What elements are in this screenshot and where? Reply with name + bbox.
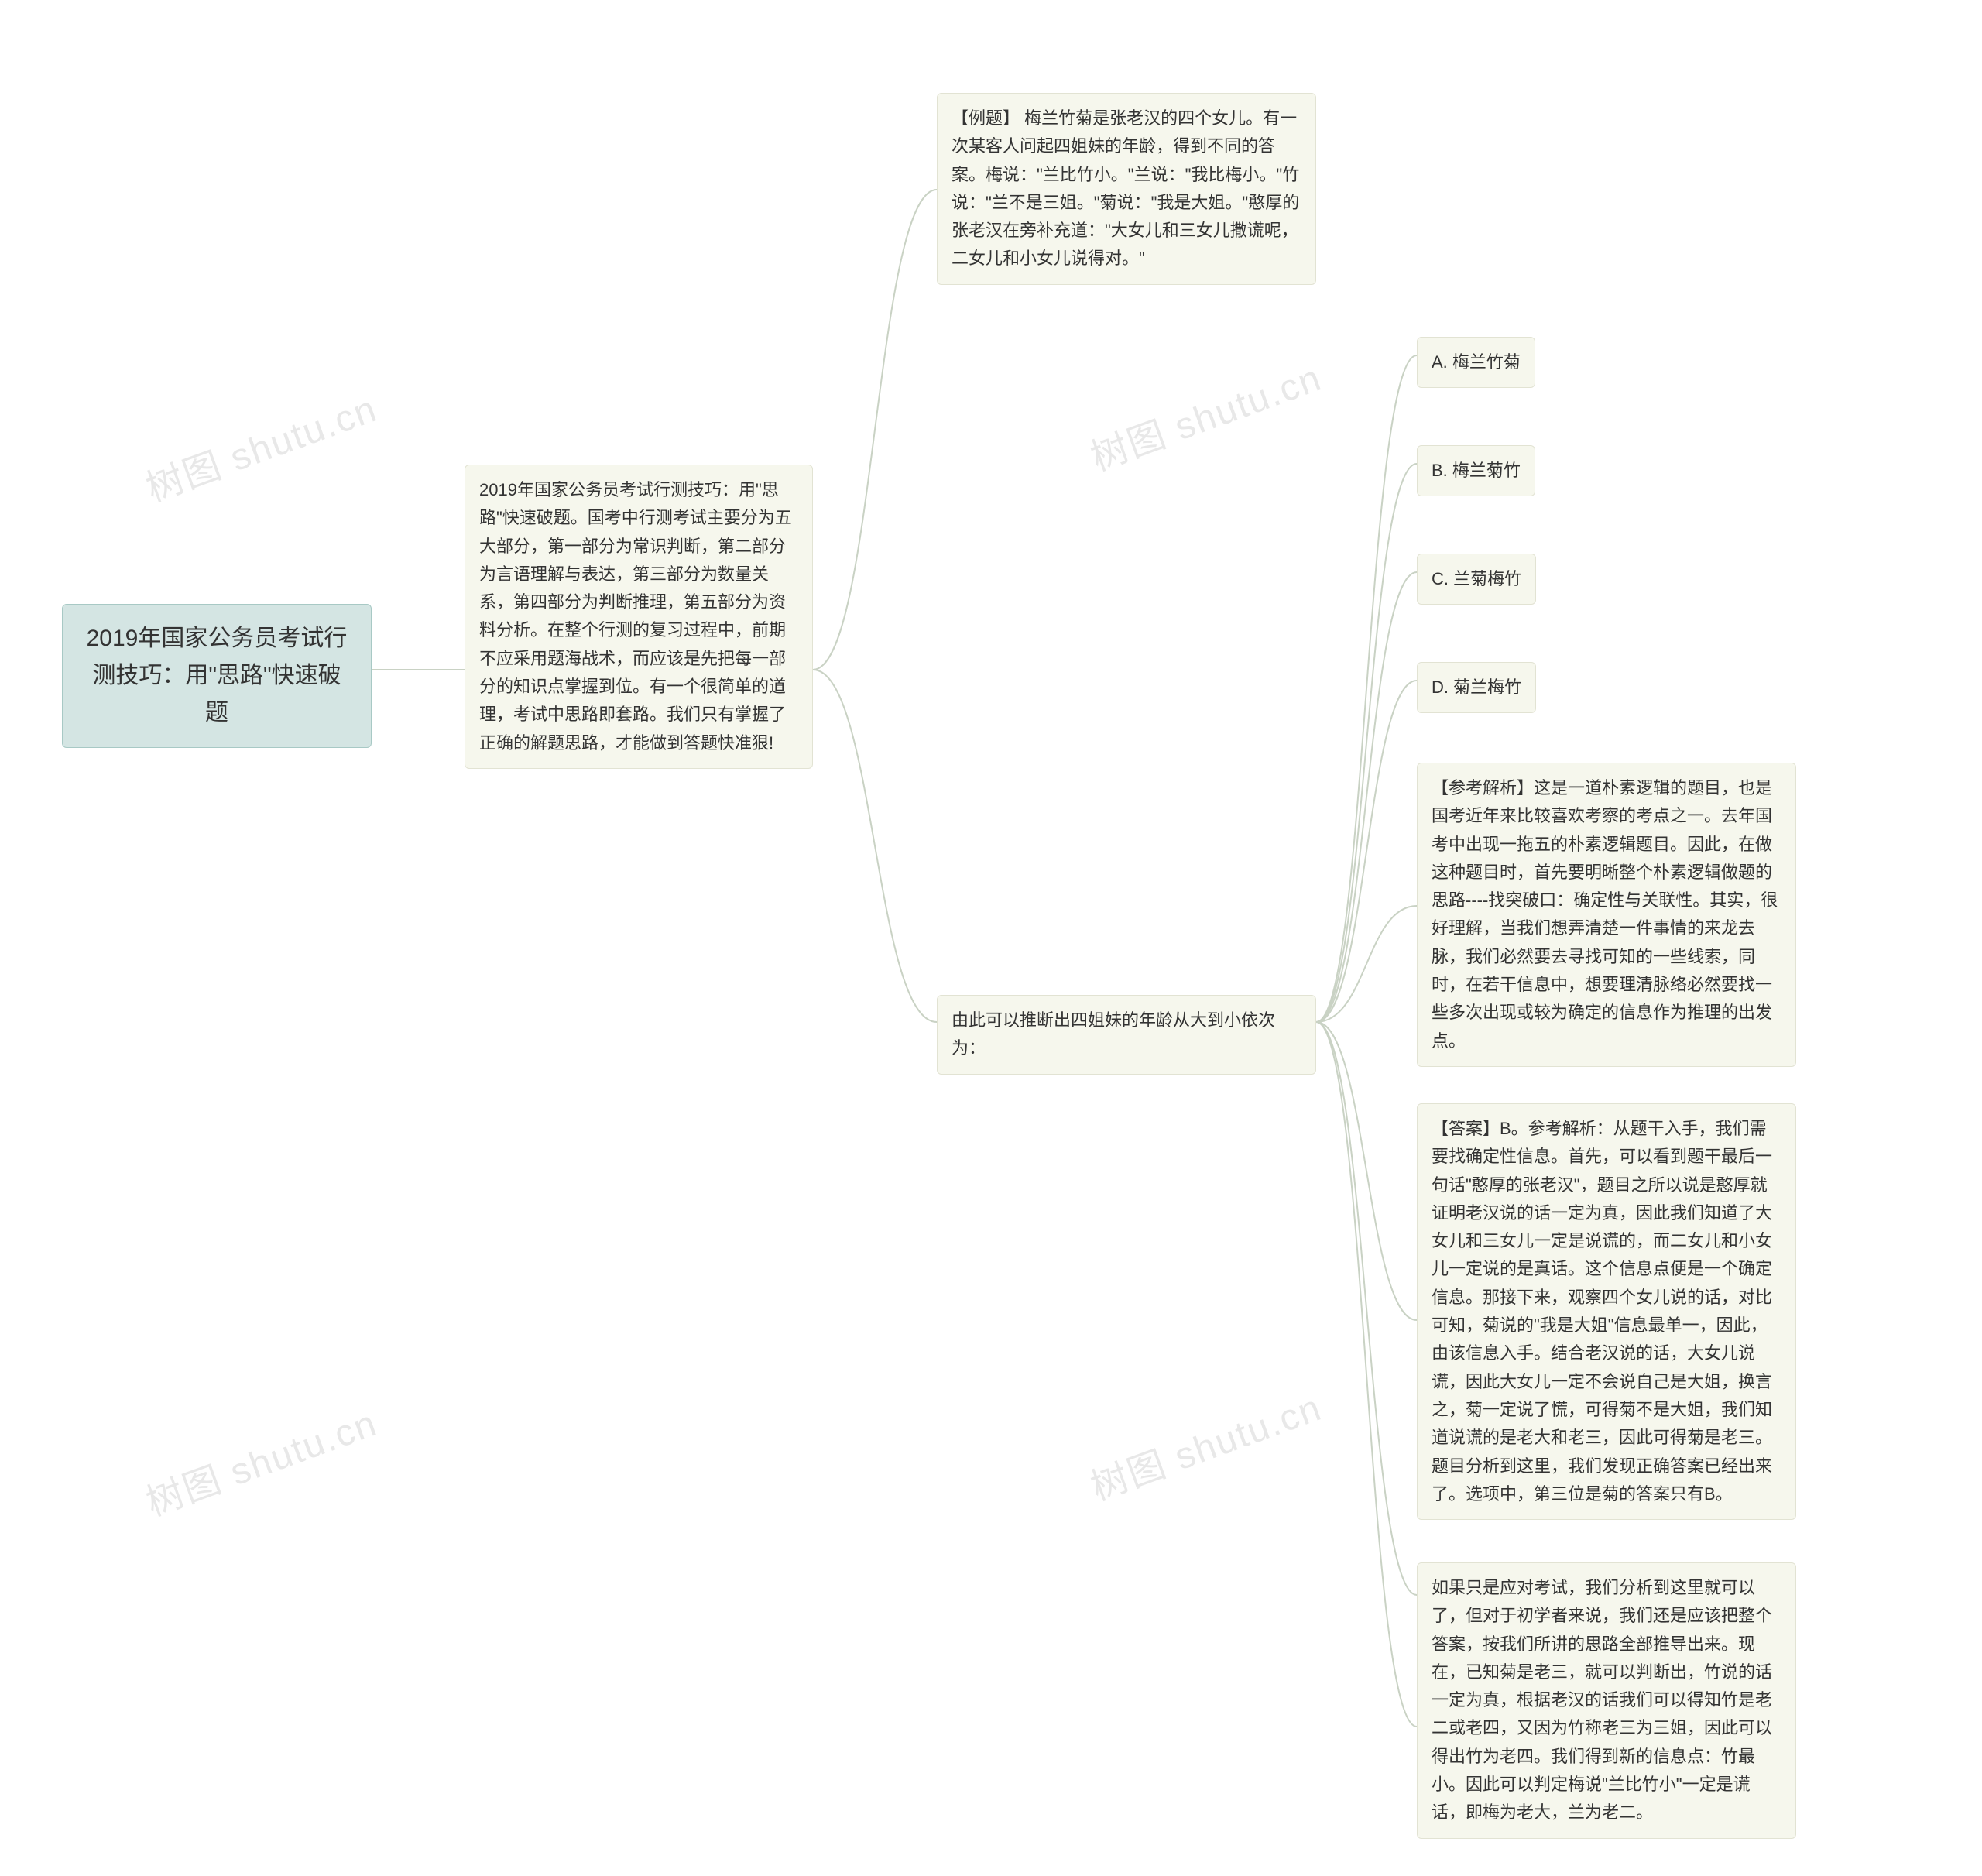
watermark: 树图 shutu.cn <box>1082 1377 1328 1511</box>
watermark: 树图 shutu.cn <box>137 379 383 513</box>
example-node: 【例题】 梅兰竹菊是张老汉的四个女儿。有一次某客人问起四姐妹的年龄，得到不同的答… <box>937 93 1316 285</box>
followup-node: 如果只是应对考试，我们分析到这里就可以了，但对于初学者来说，我们还是应该把整个答… <box>1417 1562 1796 1839</box>
root-node: 2019年国家公务员考试行测技巧：用"思路"快速破题 <box>62 604 372 748</box>
analysis-node: 【参考解析】这是一道朴素逻辑的题目，也是国考近年来比较喜欢考察的考点之一。去年国… <box>1417 763 1796 1067</box>
watermark: 树图 shutu.cn <box>137 1393 383 1527</box>
option-c-node: C. 兰菊梅竹 <box>1417 554 1536 605</box>
watermark: 树图 shutu.cn <box>1082 348 1328 482</box>
option-a-node: A. 梅兰竹菊 <box>1417 337 1535 388</box>
intro-node: 2019年国家公务员考试行测技巧：用"思路"快速破题。国考中行测考试主要分为五大… <box>465 465 813 769</box>
answer-node: 【答案】B。参考解析：从题干入手，我们需要找确定性信息。首先，可以看到题干最后一… <box>1417 1103 1796 1520</box>
option-b-node: B. 梅兰菊竹 <box>1417 445 1535 496</box>
option-d-node: D. 菊兰梅竹 <box>1417 662 1536 713</box>
question-node: 由此可以推断出四姐妹的年龄从大到小依次为： <box>937 995 1316 1075</box>
